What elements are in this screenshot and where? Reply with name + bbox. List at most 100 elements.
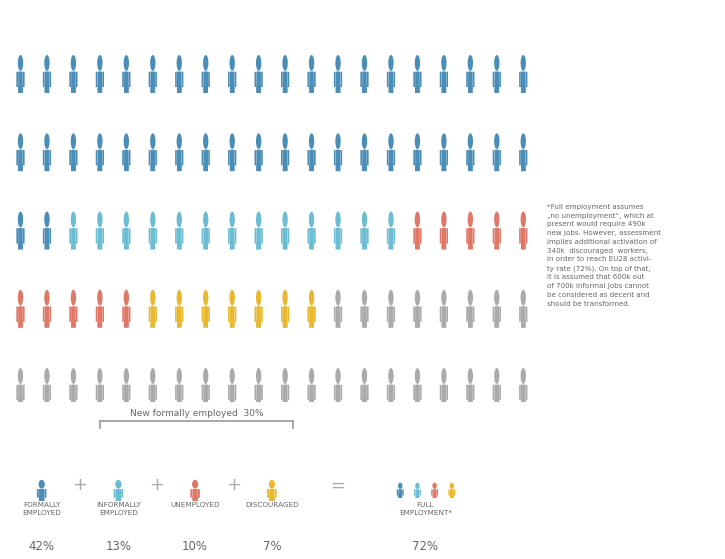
- FancyBboxPatch shape: [198, 489, 200, 498]
- FancyBboxPatch shape: [45, 164, 46, 171]
- FancyBboxPatch shape: [402, 490, 404, 495]
- FancyBboxPatch shape: [18, 164, 20, 171]
- FancyBboxPatch shape: [440, 385, 442, 400]
- FancyBboxPatch shape: [17, 306, 18, 322]
- FancyBboxPatch shape: [230, 150, 234, 171]
- FancyBboxPatch shape: [360, 150, 362, 165]
- Circle shape: [415, 290, 420, 306]
- FancyBboxPatch shape: [468, 399, 470, 406]
- FancyBboxPatch shape: [206, 164, 208, 171]
- Circle shape: [283, 290, 288, 306]
- FancyBboxPatch shape: [442, 86, 444, 93]
- FancyBboxPatch shape: [151, 150, 155, 171]
- FancyBboxPatch shape: [473, 228, 474, 244]
- FancyBboxPatch shape: [442, 320, 444, 328]
- FancyBboxPatch shape: [442, 164, 444, 171]
- FancyBboxPatch shape: [415, 242, 417, 249]
- FancyBboxPatch shape: [312, 164, 314, 171]
- FancyBboxPatch shape: [175, 228, 177, 244]
- FancyBboxPatch shape: [471, 164, 473, 171]
- FancyBboxPatch shape: [275, 489, 277, 498]
- FancyBboxPatch shape: [521, 86, 523, 93]
- FancyBboxPatch shape: [182, 306, 183, 322]
- Circle shape: [269, 480, 275, 489]
- FancyBboxPatch shape: [447, 150, 448, 165]
- FancyBboxPatch shape: [312, 399, 314, 406]
- FancyBboxPatch shape: [18, 242, 20, 249]
- FancyBboxPatch shape: [500, 306, 501, 322]
- FancyBboxPatch shape: [394, 72, 395, 87]
- FancyBboxPatch shape: [23, 72, 25, 87]
- FancyBboxPatch shape: [418, 164, 420, 171]
- FancyBboxPatch shape: [191, 489, 192, 498]
- FancyBboxPatch shape: [431, 490, 433, 495]
- FancyBboxPatch shape: [47, 242, 49, 249]
- Text: 42%: 42%: [28, 541, 54, 553]
- FancyBboxPatch shape: [155, 385, 157, 400]
- Circle shape: [230, 55, 235, 71]
- Circle shape: [124, 211, 129, 228]
- FancyBboxPatch shape: [389, 242, 391, 249]
- Circle shape: [494, 368, 500, 384]
- FancyBboxPatch shape: [261, 306, 262, 322]
- Text: +: +: [72, 476, 88, 495]
- FancyBboxPatch shape: [230, 86, 232, 93]
- FancyBboxPatch shape: [435, 495, 436, 498]
- FancyBboxPatch shape: [155, 228, 157, 244]
- FancyBboxPatch shape: [283, 385, 287, 406]
- FancyBboxPatch shape: [43, 385, 44, 400]
- FancyBboxPatch shape: [206, 320, 208, 328]
- Circle shape: [44, 133, 49, 149]
- FancyBboxPatch shape: [367, 385, 368, 400]
- FancyBboxPatch shape: [18, 320, 20, 328]
- FancyBboxPatch shape: [413, 228, 415, 244]
- FancyBboxPatch shape: [45, 306, 49, 328]
- FancyBboxPatch shape: [96, 150, 97, 165]
- FancyBboxPatch shape: [334, 306, 336, 322]
- FancyBboxPatch shape: [71, 150, 75, 171]
- FancyBboxPatch shape: [127, 164, 128, 171]
- FancyBboxPatch shape: [177, 72, 181, 93]
- FancyBboxPatch shape: [341, 150, 342, 165]
- FancyBboxPatch shape: [259, 399, 261, 406]
- Text: *Full employment assumes
„no unemployment“, which at
present would require 490k
: *Full employment assumes „no unemploymen…: [547, 204, 661, 306]
- FancyBboxPatch shape: [202, 306, 203, 322]
- Circle shape: [230, 290, 235, 306]
- FancyBboxPatch shape: [124, 150, 128, 171]
- Circle shape: [468, 133, 473, 149]
- FancyBboxPatch shape: [102, 72, 104, 87]
- FancyBboxPatch shape: [71, 399, 73, 406]
- Circle shape: [177, 211, 182, 228]
- FancyBboxPatch shape: [466, 306, 468, 322]
- FancyBboxPatch shape: [400, 495, 402, 498]
- FancyBboxPatch shape: [47, 399, 49, 406]
- FancyBboxPatch shape: [418, 242, 420, 249]
- FancyBboxPatch shape: [47, 164, 49, 171]
- FancyBboxPatch shape: [468, 72, 473, 93]
- FancyBboxPatch shape: [286, 242, 287, 249]
- FancyBboxPatch shape: [362, 306, 367, 328]
- FancyBboxPatch shape: [228, 306, 230, 322]
- Circle shape: [150, 290, 155, 306]
- Circle shape: [18, 290, 23, 306]
- FancyBboxPatch shape: [466, 150, 468, 165]
- FancyBboxPatch shape: [37, 489, 39, 498]
- Text: FORMALLY
EMPLOYED: FORMALLY EMPLOYED: [22, 503, 61, 516]
- FancyBboxPatch shape: [336, 385, 340, 406]
- FancyBboxPatch shape: [288, 385, 289, 400]
- FancyBboxPatch shape: [387, 72, 389, 87]
- FancyBboxPatch shape: [177, 399, 179, 406]
- FancyBboxPatch shape: [39, 489, 44, 501]
- FancyBboxPatch shape: [74, 320, 75, 328]
- Text: +: +: [226, 476, 241, 495]
- FancyBboxPatch shape: [389, 150, 393, 171]
- FancyBboxPatch shape: [286, 320, 287, 328]
- Circle shape: [362, 133, 367, 149]
- Circle shape: [44, 55, 49, 71]
- FancyBboxPatch shape: [123, 228, 124, 244]
- FancyBboxPatch shape: [100, 86, 102, 93]
- FancyBboxPatch shape: [362, 164, 364, 171]
- FancyBboxPatch shape: [129, 228, 130, 244]
- FancyBboxPatch shape: [497, 320, 499, 328]
- FancyBboxPatch shape: [312, 320, 314, 328]
